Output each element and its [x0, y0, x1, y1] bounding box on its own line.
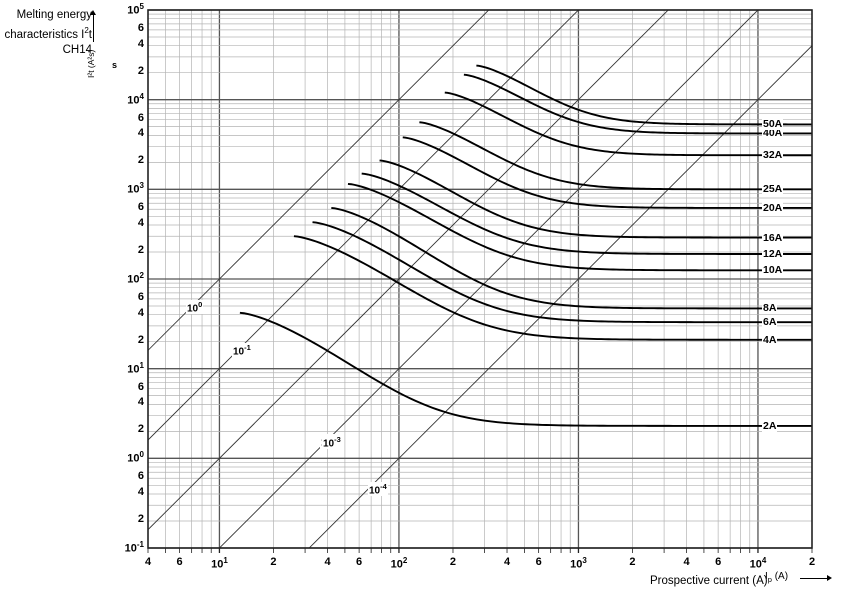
x-tick-9: 6 [535, 556, 542, 568]
y-tick-0: 105 [127, 2, 144, 17]
y-tick-3: 2 [137, 64, 144, 77]
time-line-label-0: 100 [186, 300, 204, 315]
y-tick-2: 4 [137, 37, 144, 50]
title-line-2: characteristics I2t [4, 26, 92, 41]
y-tick-16: 101 [127, 360, 144, 376]
x-tick-7: 2 [449, 556, 457, 568]
y-tick-6: 4 [137, 127, 144, 140]
x-tick-8: 4 [503, 556, 511, 568]
y-tick-1: 6 [137, 21, 144, 34]
rating-label-4A: 4A [762, 333, 778, 346]
x-tick-14: 104 [749, 556, 767, 571]
y-tick-18: 4 [137, 396, 144, 409]
x-tick-4: 4 [324, 556, 331, 568]
rating-label-10A: 10A [762, 264, 784, 277]
title-line-1: Melting energy [16, 9, 92, 21]
rating-label-2A: 2A [762, 419, 778, 432]
x-tick-0: 4 [144, 556, 152, 568]
x-tick-3: 2 [270, 556, 277, 568]
y-tick-20: 100 [127, 450, 144, 465]
y-tick-12: 102 [127, 271, 144, 286]
x-tick-12: 4 [683, 556, 690, 568]
rating-label-8A: 8A [762, 302, 778, 315]
y-tick-5: 6 [137, 111, 144, 124]
time-line-label-4: 10-4 [368, 482, 388, 497]
rating-label-20A: 20A [762, 201, 784, 214]
time-line-label-1: 10-1 [232, 343, 252, 358]
time-line-label-3: 10-3 [322, 435, 342, 450]
rating-label-32A: 32A [762, 149, 784, 162]
x-tick-2: 101 [211, 556, 228, 571]
x-tick-11: 2 [629, 556, 636, 568]
y-axis-seconds-mark: s [112, 60, 118, 70]
y-tick-19: 2 [137, 423, 144, 436]
title-line-3: CH14 [62, 43, 92, 56]
x-tick-15: 2 [808, 556, 816, 568]
x-axis-title: Prospective current (A) [650, 575, 768, 587]
rating-label-25A: 25A [762, 183, 784, 196]
rating-label-12A: 12A [762, 248, 784, 260]
x-tick-1: 6 [176, 556, 183, 568]
x-axis-symbol: Ip (A) [765, 571, 789, 584]
x-tick-6: 102 [390, 556, 408, 571]
x-axis-arrow-line [800, 578, 828, 579]
y-tick-21: 6 [137, 470, 144, 483]
y-axis-arrow-line [93, 12, 94, 42]
y-tick-4: 104 [127, 91, 144, 107]
x-axis-arrow-head [827, 575, 832, 581]
y-tick-7: 2 [137, 154, 144, 167]
rating-label-50A: 50A [762, 118, 784, 131]
y-tick-11: 2 [137, 244, 144, 256]
rating-label-16A: 16A [762, 231, 784, 244]
rating-label-40A: 40A [762, 127, 784, 140]
y-tick-24: 10-1 [124, 540, 144, 555]
y-tick-22: 4 [137, 486, 144, 498]
y-tick-23: 2 [137, 513, 144, 525]
x-tick-13: 6 [715, 556, 722, 568]
y-tick-9: 6 [137, 201, 144, 214]
y-tick-15: 2 [137, 333, 144, 346]
chart-title-block: Melting energy characteristics I2t CH14 [0, 8, 92, 58]
rating-label-6A: 6A [762, 316, 778, 329]
y-tick-14: 4 [137, 306, 144, 319]
y-tick-13: 6 [137, 290, 144, 303]
y-tick-10: 4 [137, 217, 144, 229]
y-tick-17: 6 [137, 380, 144, 393]
y-tick-8: 103 [127, 181, 144, 196]
x-tick-10: 103 [570, 556, 587, 571]
x-tick-5: 6 [356, 556, 363, 568]
